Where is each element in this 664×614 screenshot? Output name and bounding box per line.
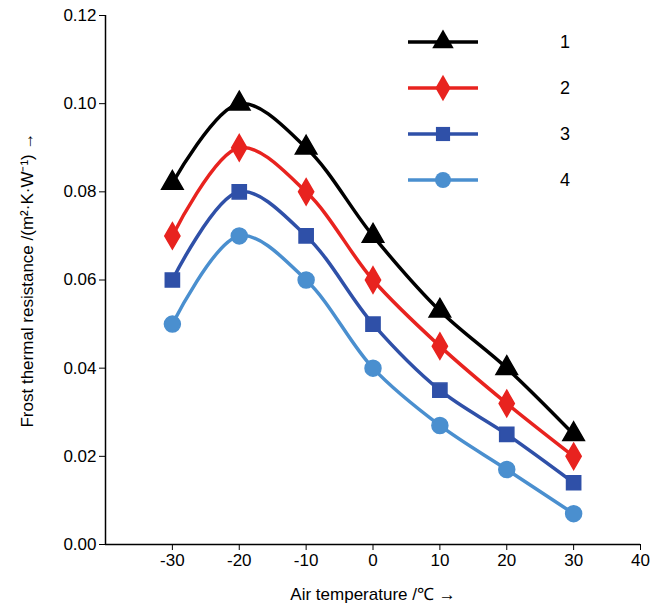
svg-text:Frost thermal resistance /(m²·: Frost thermal resistance /(m²·K·W⁻¹) → xyxy=(18,132,37,427)
svg-text:Air temperature /℃ →: Air temperature /℃ → xyxy=(290,585,455,604)
svg-text:3: 3 xyxy=(560,124,570,144)
svg-text:20: 20 xyxy=(497,551,516,570)
svg-text:0.02: 0.02 xyxy=(63,447,96,466)
svg-text:40: 40 xyxy=(631,551,650,570)
svg-text:1: 1 xyxy=(560,32,570,52)
svg-text:4: 4 xyxy=(560,170,570,190)
svg-text:0: 0 xyxy=(368,551,377,570)
svg-text:0.04: 0.04 xyxy=(63,359,96,378)
svg-text:30: 30 xyxy=(564,551,583,570)
svg-text:0.06: 0.06 xyxy=(63,270,96,289)
svg-text:0.00: 0.00 xyxy=(63,535,96,554)
svg-text:0.12: 0.12 xyxy=(63,6,96,25)
svg-text:-20: -20 xyxy=(227,551,252,570)
svg-text:0.10: 0.10 xyxy=(63,94,96,113)
svg-text:-30: -30 xyxy=(160,551,185,570)
svg-text:0.08: 0.08 xyxy=(63,182,96,201)
svg-text:-10: -10 xyxy=(294,551,319,570)
svg-text:2: 2 xyxy=(560,78,570,98)
svg-text:10: 10 xyxy=(430,551,449,570)
